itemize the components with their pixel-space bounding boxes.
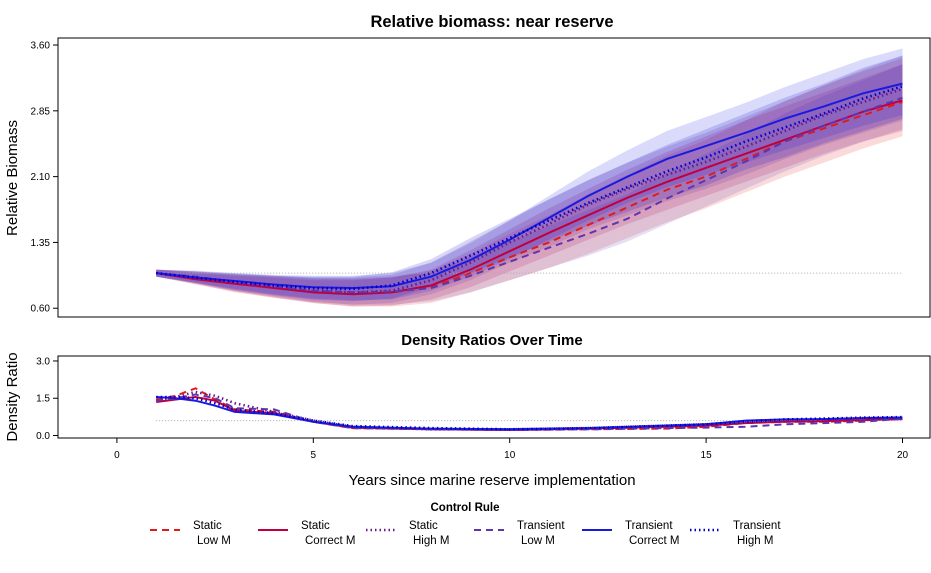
legend-item-transient-high-m: Transient High M [690, 520, 781, 547]
x-tick-label: 20 [897, 450, 909, 461]
legend-label-line1: Transient [733, 520, 781, 532]
biomass-line-transient-low-m [156, 96, 903, 294]
y-tick-label: 0.60 [31, 304, 51, 315]
legend-label-line1: Transient [625, 520, 673, 532]
legend-label-line2: Low M [197, 535, 231, 547]
band-transient-high-m [156, 55, 903, 302]
density-x-axis: 0 5 10 15 20 [114, 438, 909, 461]
biomass-panel: 0.60 1.35 2.10 2.85 3.60 Relative biomass: n… [4, 13, 931, 318]
y-tick-label: 1.35 [31, 238, 51, 249]
band-transient-correct-m [156, 48, 903, 301]
x-axis-label: Years since marine reserve implementatio… [348, 472, 635, 489]
y-tick-label: 3.0 [36, 356, 50, 367]
legend-label-line2: High M [413, 535, 449, 547]
density-line-transient-correct-m [156, 396, 903, 431]
legend-item-static-correct-m: Static Correct M [258, 520, 355, 547]
x-tick-label: 5 [311, 450, 317, 461]
density-y-axis-label: Density Ratio [4, 352, 21, 441]
density-line-static-high-m [155, 390, 903, 431]
density-y-axis: 0.0 1.5 3.0 [36, 356, 58, 442]
biomass-y-axis-label: Relative Biomass [4, 120, 21, 236]
legend-item-static-low-m: Static Low M [150, 520, 231, 547]
density-chart-title: Density Ratios Over Time [401, 332, 582, 349]
density-series-lines [155, 387, 903, 432]
density-plot-frame [57, 355, 931, 439]
biomass-plot-frame [57, 37, 931, 318]
legend-label-line1: Transient [517, 520, 565, 532]
biomass-series-lines [156, 82, 903, 296]
x-tick-label: 10 [504, 450, 516, 461]
legend-label-line2: Correct M [305, 535, 355, 547]
legend-item-transient-correct-m: Transient Correct M [582, 520, 679, 547]
density-panel: 0.0 1.5 3.0 0 5 10 15 20 Density Ratios Over T… [4, 332, 931, 489]
legend-label-line2: High M [737, 535, 773, 547]
legend-label-line2: Correct M [629, 535, 679, 547]
y-tick-label: 2.85 [31, 106, 51, 117]
legend-label-line1: Static [193, 520, 222, 532]
legend-label-line2: Low M [521, 535, 555, 547]
y-tick-label: 2.10 [31, 172, 51, 183]
legend-label-line1: Static [301, 520, 330, 532]
density-line-transient-low-m [156, 393, 903, 432]
x-tick-label: 15 [701, 450, 713, 461]
x-tick-label: 0 [114, 450, 120, 461]
legend-title: Control Rule [431, 502, 500, 514]
y-tick-label: 3.60 [31, 41, 51, 52]
biomass-y-axis: 0.60 1.35 2.10 2.85 3.60 [31, 41, 58, 315]
biomass-line-transient-high-m [156, 85, 903, 291]
y-tick-label: 1.5 [36, 394, 50, 405]
biomass-chart-title: Relative biomass: near reserve [370, 13, 613, 31]
biomass-line-transient-correct-m [156, 82, 903, 290]
legend-label-line1: Static [409, 520, 438, 532]
biomass-uncertainty-bands [156, 48, 903, 307]
legend-item-static-high-m: Static High M [366, 520, 449, 547]
legend-item-transient-low-m: Transient Low M [474, 520, 565, 547]
y-tick-label: 0.0 [36, 431, 50, 442]
biomass-line-static-correct-m [156, 99, 903, 296]
